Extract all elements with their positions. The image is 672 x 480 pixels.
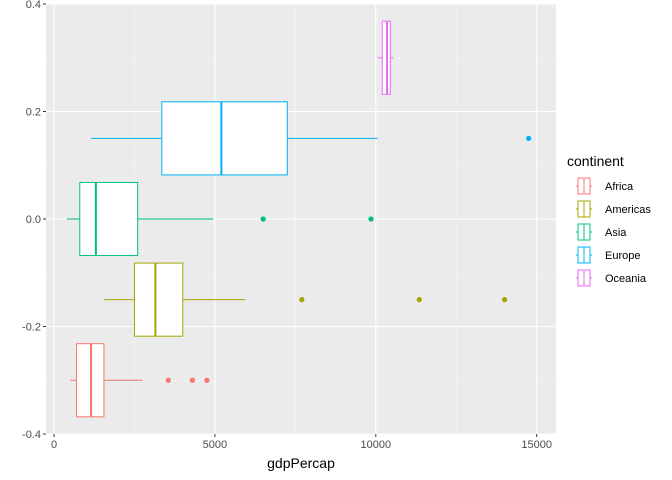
outlier-point [260,216,266,222]
box [79,181,139,257]
x-tick-label: 0 [51,439,57,451]
legend-label: Americas [605,204,651,216]
legend-label: Oceania [605,273,647,285]
boxplot-asia [66,181,374,257]
x-axis-title: gdpPercap [267,455,335,471]
legend-item-africa: Africa [574,176,634,196]
x-tick-label: 5000 [203,439,227,451]
outlier-point [526,135,532,141]
legend: continent Africa Americas Asia Europe Oceani… [567,153,651,288]
legend-label: Africa [605,181,634,193]
outlier-point [165,377,171,383]
boxplot-europe [91,101,532,176]
x-tick-label: 15000 [521,439,552,451]
axes: 0 5000 10000 15000 0.4 0.2 0.0 -0.2 -0.4 [22,0,552,451]
legend-title: continent [567,153,624,169]
box [133,262,184,337]
outlier-point [299,297,305,303]
outlier-point [204,377,210,383]
y-tick-label: -0.2 [22,322,41,334]
y-tick-label: 0.0 [26,214,41,226]
box [161,101,288,176]
outlier-point [501,297,508,303]
y-tick-label: 0.4 [26,0,41,11]
outlier-point [189,377,196,383]
legend-label: Europe [605,250,640,262]
boxplot-americas [103,262,508,337]
boxplot-africa [70,343,210,418]
y-tick-label: 0.2 [26,107,41,119]
legend-item-asia: Asia [574,222,627,242]
boxplot-oceania [377,20,394,95]
series-group [66,20,532,418]
legend-item-europe: Europe [574,245,640,265]
legend-label: Asia [605,227,627,239]
outlier-point [368,216,374,222]
grid-lines [46,3,556,435]
outlier-point [416,297,422,303]
y-tick-label: -0.4 [22,429,41,441]
x-tick-label: 10000 [361,439,392,451]
legend-item-oceania: Oceania [574,268,647,288]
legend-item-americas: Americas [574,199,651,219]
